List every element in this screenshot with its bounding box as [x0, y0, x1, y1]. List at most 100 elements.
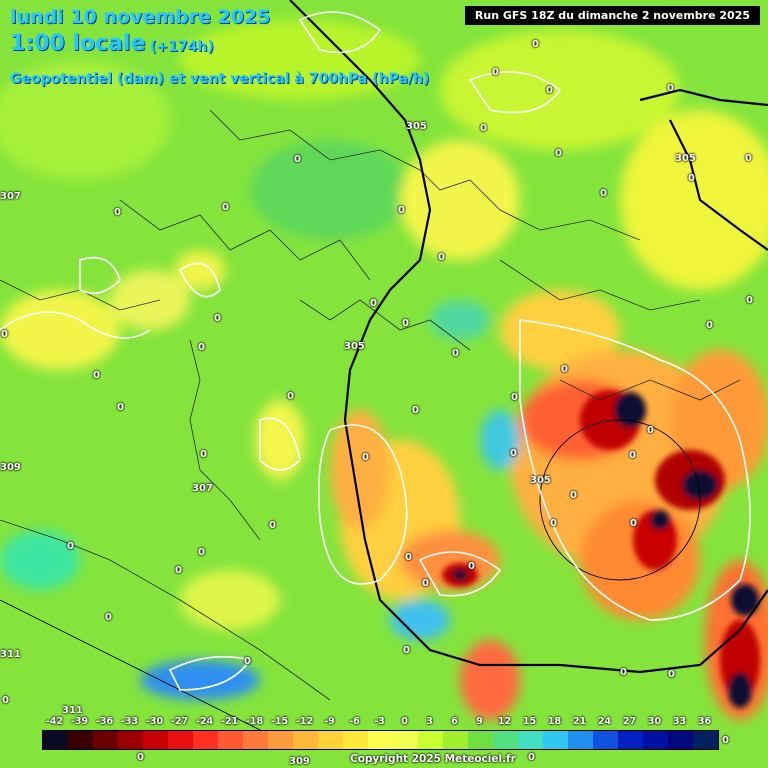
scale-swatch [268, 731, 293, 749]
contour-label: 0 [117, 402, 124, 413]
contour-label: 0 [600, 188, 607, 199]
contour-label: 0 [438, 252, 445, 263]
height-label: 305 [344, 341, 365, 352]
scale-swatch [493, 731, 518, 749]
scale-tick: -3 [374, 716, 385, 727]
contour-label: 0 [200, 449, 207, 460]
thin-contours [0, 419, 701, 741]
scale-swatch [518, 731, 543, 749]
scale-tick: 3 [426, 716, 433, 727]
scale-swatch [468, 731, 493, 749]
contour-label: 0 [175, 565, 182, 576]
contour-label: 0 [706, 320, 713, 331]
forecast-date: lundi 10 novembre 2025 [10, 6, 271, 28]
contour-label: 0 [93, 370, 100, 381]
scale-tick: 12 [497, 716, 512, 727]
scale-swatch [568, 731, 593, 749]
contour-label: 0 [402, 318, 409, 329]
scale-tick: -27 [170, 716, 189, 727]
contour-label: 0 [269, 520, 276, 531]
contour-label: 0 [629, 450, 636, 461]
scale-tick: 9 [476, 716, 483, 727]
contour-label: 0 [480, 123, 487, 134]
height-label: 311 [62, 705, 83, 716]
contour-label: 0 [412, 405, 419, 416]
contour-label: 0 [667, 83, 674, 94]
contour-label: 0 [492, 67, 499, 78]
scale-tick: 15 [522, 716, 537, 727]
contour-label: 0 [745, 153, 752, 164]
contour-label: 0 [198, 547, 205, 558]
scale-swatch [643, 731, 668, 749]
contour-label: 0 [722, 735, 729, 746]
scale-tick: -39 [70, 716, 89, 727]
contour-label: 0 [688, 173, 695, 184]
scale-tick: 30 [647, 716, 662, 727]
contour-label: 0 [222, 202, 229, 213]
contour-label: 0 [405, 552, 412, 563]
scale-swatch [143, 731, 168, 749]
contour-label: 0 [550, 518, 557, 529]
scale-swatch [293, 731, 318, 749]
strong-cells [442, 390, 760, 708]
scale-tick: 18 [547, 716, 562, 727]
contour-label: 0 [362, 452, 369, 463]
height-label: 309 [0, 462, 21, 473]
contour-label: 0 [422, 578, 429, 589]
height-label: 307 [192, 483, 213, 494]
scale-swatch [543, 731, 568, 749]
color-scale-bar [42, 730, 719, 750]
scale-tick: -21 [220, 716, 239, 727]
scale-tick: -24 [195, 716, 214, 727]
scale-swatch [168, 731, 193, 749]
contour-label: 0 [370, 298, 377, 309]
run-info-badge: Run GFS 18Z du dimanche 2 novembre 2025 [464, 6, 760, 25]
contour-label: 0 [452, 348, 459, 359]
scale-swatch [193, 731, 218, 749]
contour-label: 0 [105, 612, 112, 623]
contour-label: 0 [668, 669, 675, 680]
scale-tick: -18 [245, 716, 264, 727]
lead-time: (+174h) [150, 39, 214, 55]
contour-label: 0 [137, 752, 144, 763]
zero-contours [0, 11, 751, 691]
scale-swatch [593, 731, 618, 749]
scale-swatch [43, 731, 68, 749]
forecast-time: 1:00 locale [10, 31, 146, 56]
height-label: 305 [675, 153, 696, 164]
parameter-title: Geopotentiel (dam) et vent vertical à 70… [10, 71, 430, 87]
scale-swatch [368, 731, 393, 749]
scale-tick: -15 [270, 716, 289, 727]
copyright-text: Copyright 2025 Meteociel.fr [350, 753, 516, 765]
contour-label: 0 [114, 207, 121, 218]
scale-tick: 0 [401, 716, 408, 727]
contour-label: 0 [561, 364, 568, 375]
scale-swatch [668, 731, 693, 749]
scale-swatch [343, 731, 368, 749]
contour-label: 0 [511, 392, 518, 403]
height-label: 307 [0, 191, 21, 202]
contour-label: 0 [294, 154, 301, 165]
scale-swatch [693, 731, 718, 749]
contour-label: 0 [214, 313, 221, 324]
scale-tick: 6 [451, 716, 458, 727]
contour-label: 0 [468, 561, 475, 572]
contour-label: 0 [647, 425, 654, 436]
scale-swatch [243, 731, 268, 749]
scale-swatch [418, 731, 443, 749]
scale-tick: 27 [622, 716, 637, 727]
scale-swatch [93, 731, 118, 749]
contour-label: 0 [1, 329, 8, 340]
scale-swatch [118, 731, 143, 749]
scale-tick: -36 [95, 716, 114, 727]
contour-label: 0 [532, 39, 539, 50]
scale-tick: -6 [349, 716, 360, 727]
height-label: 309 [289, 756, 310, 767]
scale-swatch [393, 731, 418, 749]
contour-label: 0 [287, 391, 294, 402]
contour-label: 0 [630, 518, 637, 529]
contour-label: 0 [398, 205, 405, 216]
scale-swatch [618, 731, 643, 749]
